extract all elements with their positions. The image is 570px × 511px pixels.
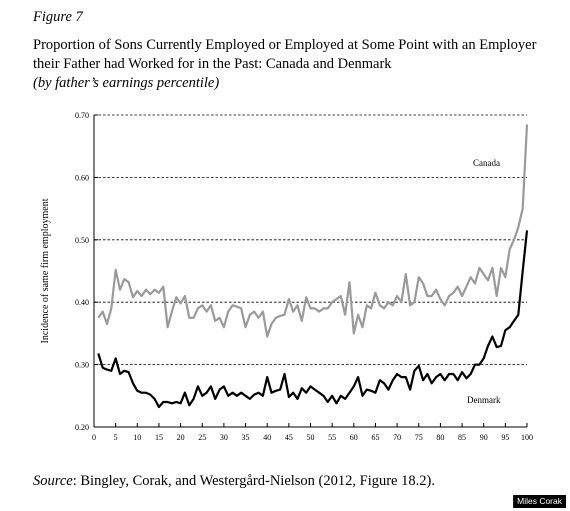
x-tick-label: 10 — [133, 433, 141, 442]
y-axis-label: Incidence of same firm employment — [40, 198, 51, 343]
series-line — [97, 124, 529, 338]
x-tick-label: 45 — [285, 433, 293, 442]
y-tick-label: 0.20 — [75, 423, 89, 432]
y-tick-label: 0.60 — [75, 173, 89, 182]
watermark: Miles Corak — [517, 496, 563, 506]
x-tick-label: 55 — [328, 433, 336, 442]
y-tick-label: 0.50 — [75, 236, 89, 245]
chart-title: Proportion of Sons Currently Employed or… — [33, 37, 540, 72]
x-tick-label: 5 — [114, 433, 118, 442]
y-tick-label: 0.70 — [75, 111, 89, 120]
x-tick-label: 60 — [350, 433, 358, 442]
x-tick-label: 35 — [242, 433, 250, 442]
x-tick-label: 80 — [436, 433, 444, 442]
x-tick-label: 25 — [198, 433, 206, 442]
x-tick-label: 85 — [458, 433, 466, 442]
y-tick-label: 0.30 — [75, 361, 89, 370]
x-tick-label: 95 — [501, 433, 509, 442]
series-annotation: Canada — [473, 158, 500, 168]
title-note: (by father’s earnings percentile) — [33, 75, 219, 91]
x-tick-label: 40 — [263, 433, 271, 442]
x-tick-label: 100 — [521, 433, 533, 442]
watermark-box — [513, 495, 566, 508]
series-line — [97, 230, 529, 409]
source-text: : Bingley, Corak, and Westergård-Nielson… — [73, 473, 435, 489]
figure-label: Figure 7 — [32, 9, 84, 25]
source-label: Source — [33, 473, 73, 489]
y-tick-label: 0.40 — [75, 298, 89, 307]
x-tick-label: 50 — [307, 433, 315, 442]
x-tick-label: 15 — [155, 433, 163, 442]
x-tick-label: 30 — [220, 433, 228, 442]
x-tick-label: 0 — [92, 433, 96, 442]
x-tick-label: 65 — [371, 433, 379, 442]
x-tick-label: 20 — [177, 433, 185, 442]
x-tick-label: 75 — [415, 433, 423, 442]
x-tick-label: 90 — [480, 433, 488, 442]
series-annotation: Denmark — [467, 395, 501, 405]
x-tick-label: 70 — [393, 433, 401, 442]
